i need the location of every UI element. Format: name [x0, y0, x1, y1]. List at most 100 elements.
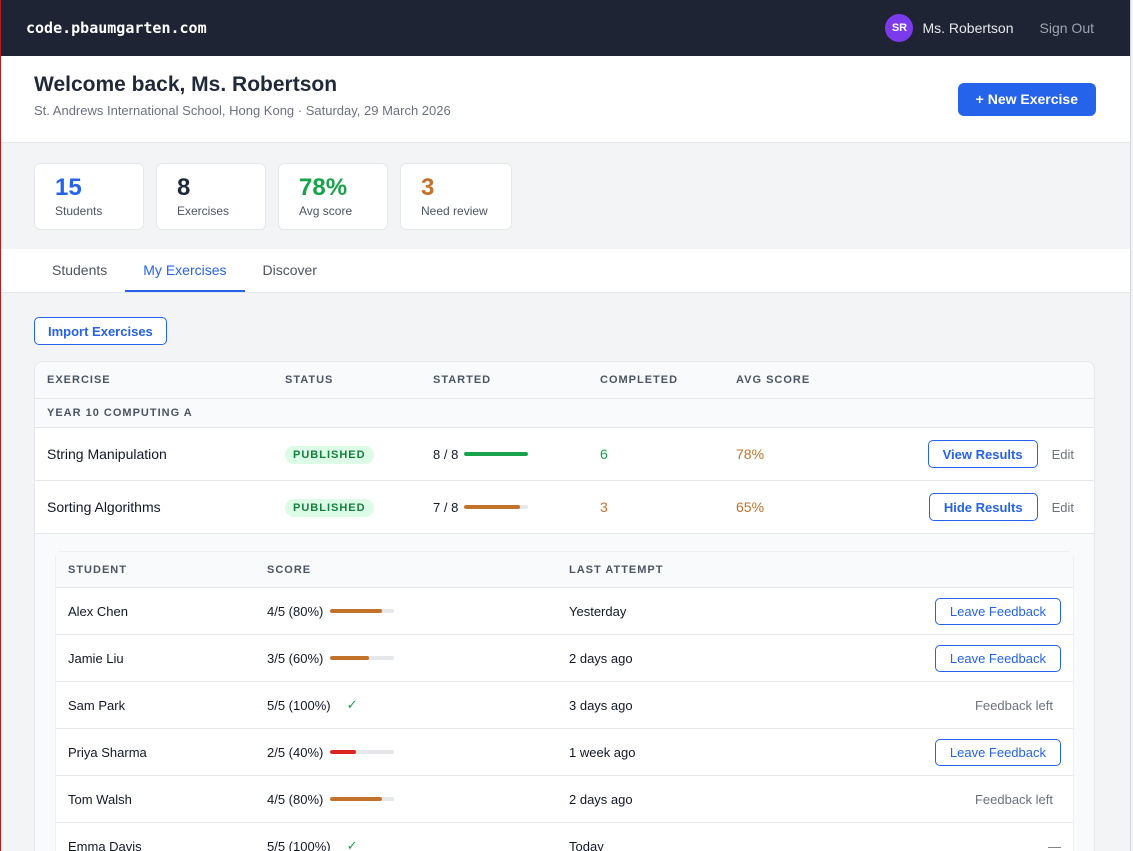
stat-label: Exercises: [177, 204, 230, 218]
column-header-last-attempt: LAST ATTEMPT: [569, 563, 664, 576]
stat-card-students: 15 Students: [34, 163, 144, 230]
check-icon: ✓: [346, 697, 358, 712]
stat-value: 8: [177, 174, 191, 201]
table-header: EXERCISE STATUS STARTED COMPLETED AVG SC…: [35, 362, 1094, 399]
status-cell: PUBLISHED: [285, 498, 374, 517]
completed-count: 3: [600, 499, 608, 515]
edit-link[interactable]: Edit: [1051, 499, 1074, 515]
sign-out-link[interactable]: Sign Out: [1039, 20, 1094, 36]
last-attempt: 3 days ago: [569, 697, 633, 713]
column-header-score: SCORE: [267, 563, 312, 576]
score-progress-bar: [330, 797, 395, 801]
results-rows: Alex Chen 4/5 (80%) Yesterday Leave Feed…: [56, 588, 1073, 851]
student-name[interactable]: Jamie Liu: [68, 650, 124, 666]
table-row: Emma Davis 5/5 (100%) ✓ Today —: [56, 823, 1073, 851]
started-cell: 8 / 8: [433, 446, 529, 462]
status-badge: PUBLISHED: [285, 446, 374, 464]
page-header: Welcome back, Ms. Robertson St. Andrews …: [1, 56, 1130, 143]
row-actions: View Results Edit: [927, 440, 1074, 468]
student-name[interactable]: Alex Chen: [68, 603, 128, 619]
score-cell: 3/5 (60%): [267, 650, 395, 666]
edit-link[interactable]: Edit: [1051, 446, 1074, 462]
stat-card-need-review: 3 Need review: [400, 163, 512, 230]
student-name[interactable]: Tom Walsh: [68, 791, 132, 807]
column-header-avg-score: AVG SCORE: [736, 374, 811, 386]
new-exercise-button[interactable]: + New Exercise: [957, 82, 1096, 116]
tab-students[interactable]: Students: [52, 262, 108, 278]
student-name[interactable]: Priya Sharma: [68, 744, 147, 760]
status-cell: PUBLISHED: [285, 445, 374, 464]
table-row: Jamie Liu 3/5 (60%) 2 days ago Leave Fee…: [56, 635, 1073, 682]
leave-feedback-button[interactable]: Leave Feedback: [934, 597, 1061, 625]
table-row: Tom Walsh 4/5 (80%) 2 days ago Feedback …: [56, 776, 1073, 823]
import-exercises-button[interactable]: Import Exercises: [34, 317, 167, 345]
tab-bar: Students My Exercises Discover: [1, 249, 1130, 293]
exercises-table: EXERCISE STATUS STARTED COMPLETED AVG SC…: [34, 361, 1095, 851]
stat-value: 3: [421, 174, 435, 201]
exercise-name[interactable]: String Manipulation: [47, 446, 167, 462]
leave-feedback-button[interactable]: Leave Feedback: [934, 738, 1061, 766]
started-progress-fill: [464, 452, 529, 456]
score-progress-fill: [330, 797, 382, 801]
action-cell: Leave Feedback: [934, 738, 1061, 766]
last-attempt: 2 days ago: [569, 650, 633, 666]
score-value: 3/5 (60%): [267, 650, 324, 666]
score-progress-bar: [330, 750, 395, 754]
score-cell: 2/5 (40%): [267, 744, 395, 760]
completed-count: 6: [600, 446, 608, 462]
exercise-name[interactable]: Sorting Algorithms: [47, 499, 161, 515]
feedback-left-label: Feedback left: [974, 697, 1053, 713]
column-header-student: STUDENT: [68, 563, 127, 576]
started-progress-bar: [464, 452, 529, 456]
column-header-completed: COMPLETED: [600, 374, 679, 386]
main-content: Import Exercises EXERCISE STATUS STARTED…: [1, 293, 1130, 851]
hide-results-button[interactable]: Hide Results: [928, 493, 1038, 521]
top-nav: code.pbaumgarten.com SR Ms. Robertson Si…: [1, 0, 1130, 56]
view-results-button[interactable]: View Results: [927, 440, 1038, 468]
stat-label: Students: [55, 204, 103, 218]
column-header-exercise: EXERCISE: [47, 374, 111, 386]
stat-card-exercises: 8 Exercises: [156, 163, 266, 230]
score-cell: 4/5 (80%): [267, 791, 395, 807]
user-name: Ms. Robertson: [922, 20, 1014, 36]
score-value: 4/5 (80%): [267, 791, 324, 807]
avatar[interactable]: SR: [885, 14, 914, 42]
stat-label: Need review: [421, 204, 488, 218]
brand-logo[interactable]: code.pbaumgarten.com: [26, 19, 207, 37]
score-value: 4/5 (80%): [267, 603, 324, 619]
started-count: 7 / 8: [433, 499, 459, 515]
stat-card-avg-score: 78% Avg score: [278, 163, 388, 230]
user-area: SR Ms. Robertson Sign Out: [885, 14, 1094, 42]
class-group-label: YEAR 10 COMPUTING A: [35, 399, 1094, 428]
row-actions: Hide Results Edit: [928, 493, 1074, 521]
started-progress-fill: [464, 505, 521, 509]
stat-label: Avg score: [299, 204, 353, 218]
stat-value: 78%: [299, 174, 348, 201]
page-title: Welcome back, Ms. Robertson: [34, 72, 338, 96]
table-row: Priya Sharma 2/5 (40%) 1 week ago Leave …: [56, 729, 1073, 776]
student-name[interactable]: Emma Davis: [68, 838, 142, 851]
stat-value: 15: [55, 174, 82, 201]
tab-discover[interactable]: Discover: [262, 262, 317, 278]
score-cell: 5/5 (100%) ✓: [267, 838, 358, 851]
started-count: 8 / 8: [433, 446, 459, 462]
results-panel: STUDENT SCORE LAST ATTEMPT Alex Chen 4/5…: [35, 534, 1094, 851]
score-cell: 4/5 (80%): [267, 603, 395, 619]
score-progress-bar: [330, 656, 395, 660]
table-row: Alex Chen 4/5 (80%) Yesterday Leave Feed…: [56, 588, 1073, 635]
tab-my-exercises[interactable]: My Exercises: [125, 249, 245, 292]
score-value: 2/5 (40%): [267, 744, 324, 760]
score-value: 5/5 (100%): [267, 838, 331, 851]
page-subtitle: St. Andrews International School, Hong K…: [34, 102, 451, 118]
score-progress-fill: [330, 656, 369, 660]
column-header-started: STARTED: [433, 374, 492, 386]
student-name[interactable]: Sam Park: [68, 697, 126, 713]
stats-row: 15 Students 8 Exercises 78% Avg score 3 …: [1, 143, 1130, 249]
leave-feedback-button[interactable]: Leave Feedback: [934, 644, 1061, 672]
column-header-status: STATUS: [285, 374, 334, 386]
check-icon: ✓: [346, 838, 358, 851]
last-attempt: 2 days ago: [569, 791, 633, 807]
avg-score-value: 78%: [736, 446, 765, 462]
status-badge: PUBLISHED: [285, 499, 374, 517]
last-attempt: 1 week ago: [569, 744, 636, 760]
